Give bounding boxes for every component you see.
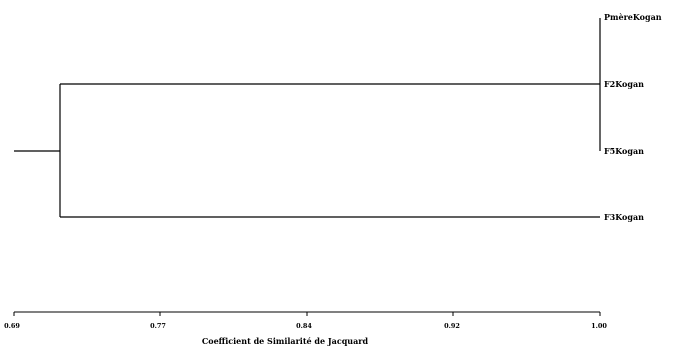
x-tick-label-1: 0.77: [150, 322, 166, 330]
x-tick-label-2: 0.84: [296, 322, 312, 330]
x-axis: [13, 311, 601, 316]
x-tick-label-4: 1.00: [591, 322, 607, 330]
leaf-label-f3: F3Kogan: [604, 212, 644, 222]
x-axis-title: Coefficient de Similarité de Jacquard: [202, 336, 369, 346]
leaf-label-pmere: PmèreKogan: [604, 12, 662, 22]
leaf-label-f2: F2Kogan: [604, 79, 644, 89]
tree-lines: [14, 18, 601, 218]
x-tick-label-3: 0.92: [444, 322, 460, 330]
leaf-label-f5: F5Kogan: [604, 146, 644, 156]
x-tick-label-0: 0.69: [4, 322, 20, 330]
